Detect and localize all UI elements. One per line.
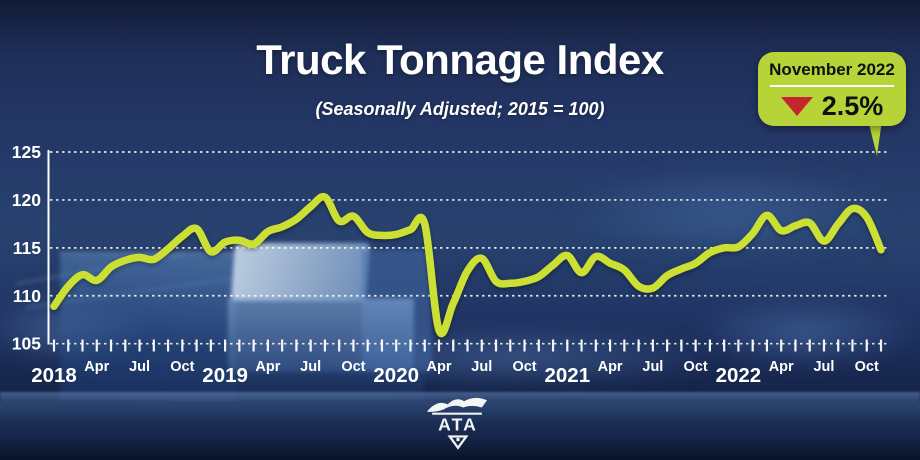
x-month-label: Oct — [170, 359, 194, 375]
tonnage-line-series — [50, 192, 885, 338]
x-month-label: Jul — [300, 359, 321, 375]
y-tick-label: 120 — [12, 190, 41, 210]
logo-dot — [456, 438, 460, 442]
y-tick-label: 125 — [12, 142, 41, 162]
x-year-label: 2020 — [373, 364, 419, 387]
callout-tail — [868, 120, 882, 156]
callout-divider — [770, 85, 894, 87]
callout-bubble: November 2022 2.5% — [758, 52, 906, 126]
logo-text: ATA — [438, 414, 478, 434]
y-axis-labels: 125 120 115 110 105 — [12, 142, 41, 354]
eagle-wing-icon — [426, 397, 487, 412]
x-year-label: 2022 — [716, 364, 762, 387]
y-tick-label: 110 — [13, 286, 41, 306]
x-month-label: Jul — [129, 359, 150, 375]
chart-subtitle: (Seasonally Adjusted; 2015 = 100) — [315, 99, 605, 119]
x-month-label: Apr — [255, 359, 280, 375]
truck-hood — [228, 298, 414, 373]
logo-bar — [432, 412, 482, 415]
x-month-label: Oct — [684, 359, 708, 375]
x-month-label: Apr — [84, 359, 109, 375]
x-month-label: Apr — [769, 359, 794, 375]
callout-value-row: 2.5% — [758, 91, 906, 122]
x-month-label: Jul — [813, 359, 834, 375]
ata-logo: ATA — [424, 394, 492, 452]
x-month-label: Oct — [512, 359, 536, 375]
x-year-label: 2021 — [545, 364, 591, 387]
x-year-label: 2018 — [31, 364, 77, 387]
x-axis-labels: 2018 Apr Jul Oct 2019 Apr Jul Oct 2020 Apr Jul Oct 2… — [31, 359, 879, 387]
logo-triangle — [447, 435, 469, 450]
y-gridlines — [50, 151, 888, 345]
x-axis-ticks — [52, 339, 883, 352]
x-month-label: Jul — [642, 359, 663, 375]
callout-percent: 2.5% — [821, 91, 884, 121]
y-tick-label: 105 — [12, 334, 41, 354]
x-month-label: Oct — [855, 359, 879, 375]
x-month-label: Apr — [426, 359, 451, 375]
callout-period-label: November 2022 — [769, 60, 895, 79]
down-triangle-icon — [780, 97, 813, 116]
chart-title: Truck Tonnage Index — [256, 36, 664, 83]
x-month-label: Oct — [341, 359, 365, 375]
x-month-label: Jul — [471, 359, 492, 375]
x-year-label: 2019 — [202, 364, 248, 387]
y-tick-label: 115 — [13, 238, 41, 258]
x-month-label: Apr — [598, 359, 623, 375]
